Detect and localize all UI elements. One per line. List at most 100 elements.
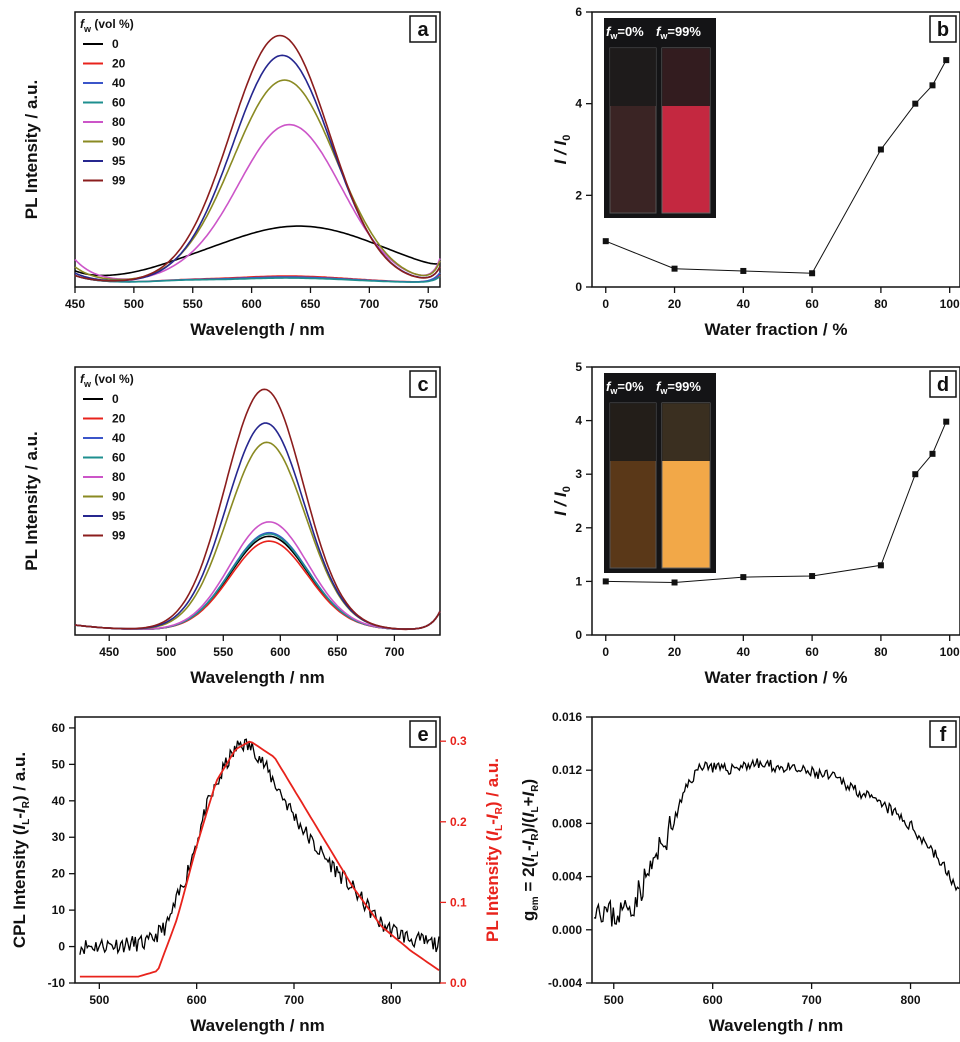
panel-d-ytick-label-1: 1 — [575, 574, 582, 588]
panel-b-inset-label-0: fw=0% — [606, 24, 644, 41]
panel-a-legend-label-0: 0 — [112, 37, 119, 51]
panel-e-plot-frame — [74, 716, 441, 984]
panel-e-series-CPL-line — [79, 738, 440, 955]
panel-e-ytick-left-label-4: 30 — [52, 830, 66, 844]
panel-b-tag: b — [929, 15, 957, 43]
panel-c-legend: fw (vol %) 0 20 40 60 80 90 95 99 — [80, 372, 134, 543]
panel-c-legend-label-40: 40 — [112, 431, 126, 445]
panel-a-series-group — [74, 34, 441, 283]
panel-c-tag: c — [409, 370, 437, 398]
panel-e-xtick-label-1: 600 — [187, 993, 207, 1007]
panel-e-ylabel-left: CPL Intensity (IL-IR) / a.u. — [10, 752, 32, 948]
panel-d-plot-frame — [591, 366, 960, 636]
panel-f-xtick-label-0: 500 — [604, 993, 624, 1007]
panel-e-ytick-left-label-5: 40 — [52, 794, 66, 808]
panel-a-legend-label-99: 99 — [112, 174, 126, 188]
panel-d-point-0 — [602, 578, 609, 585]
panel-d-xtick-label-3: 60 — [805, 645, 819, 659]
panel-a-xtick-label-3: 600 — [242, 297, 262, 311]
panel-a-legend-title: fw (vol %) — [80, 17, 134, 34]
panel-a-tag: a — [409, 15, 437, 43]
panel-b-point-6 — [929, 82, 936, 89]
panel-f-plot-frame — [591, 716, 960, 984]
panel-a-legend-label-40: 40 — [112, 76, 126, 90]
panel-c-series-0-line — [74, 535, 441, 631]
panel-b-point-2 — [740, 267, 747, 274]
panel-b-point-1 — [671, 265, 678, 272]
panel-c-ylabel: PL Intensity / a.u. — [22, 431, 41, 571]
panel-f-ytick-label-5: 0.016 — [552, 710, 582, 724]
panel-c-series-40-line — [74, 531, 441, 630]
panel-a-legend-label-20: 20 — [112, 57, 126, 71]
panel-d-point-4 — [877, 562, 884, 569]
panel-c-series-20-line — [74, 540, 441, 631]
panel-b-ytick-label-2: 4 — [575, 97, 582, 111]
panel-a-xtick-label-1: 500 — [124, 297, 144, 311]
panel-c-series-99-line — [74, 388, 441, 630]
panel-e-xtick-label-0: 500 — [89, 993, 109, 1007]
panel-b-point-5 — [912, 100, 919, 107]
panel-d-point-7 — [943, 418, 950, 425]
panel-a-legend-label-60: 60 — [112, 96, 126, 110]
panel-c-xtick-label-5: 700 — [384, 645, 404, 659]
panel-a-ylabel: PL Intensity / a.u. — [22, 80, 41, 220]
panel-e-ylabel-right: PL Intensity (IL-IR) / a.u. — [483, 758, 505, 942]
panel-c-xtick-label-2: 550 — [213, 645, 233, 659]
panel-c-xtick-label-1: 500 — [156, 645, 176, 659]
panel-c-series-60-line — [74, 533, 441, 630]
panel-a-series-90-line — [74, 79, 441, 281]
panel-d-point-3 — [809, 573, 816, 580]
panel-e-ytick-left-label-0: -10 — [48, 976, 66, 990]
panel-f-ytick-label-3: 0.008 — [552, 816, 582, 830]
panel-a-xlabel: Wavelength / nm — [190, 320, 324, 339]
panel-d-inset-label-0: fw=0% — [606, 379, 644, 396]
panel-e-ytick-right-label-1: 0.1 — [450, 895, 467, 909]
panel-d-data-line — [605, 421, 947, 584]
panel-c-xtick-label-4: 650 — [327, 645, 347, 659]
panel-a-plot-frame — [74, 11, 441, 288]
panel-e-ytick-left-label-6: 50 — [52, 757, 66, 771]
panel-c-series-90-line — [74, 441, 441, 630]
panel-e-ytick-left-label-3: 20 — [52, 867, 66, 881]
panel-a-legend: fw (vol %) 0 20 40 60 80 90 95 99 — [80, 17, 134, 188]
panel-e-series-PL-line — [79, 740, 440, 978]
panel-d-xtick-label-4: 80 — [874, 645, 888, 659]
panel-a-legend-label-95: 95 — [112, 154, 126, 168]
panel-d-xtick-label-5: 100 — [940, 645, 960, 659]
panel-c-legend-label-90: 90 — [112, 490, 126, 504]
panel-e-ytick-right-label-2: 0.2 — [450, 815, 467, 829]
panel-c-series-group — [74, 388, 441, 631]
panel-b-tag-label: b — [937, 19, 949, 41]
panel-e-ytick-left-label-2: 10 — [52, 903, 66, 917]
panel-c-legend-label-20: 20 — [112, 412, 126, 426]
panel-c-legend-label-95: 95 — [112, 509, 126, 523]
panel-a-xtick-label-4: 650 — [300, 297, 320, 311]
panel-d-point-6 — [929, 450, 936, 457]
panel-e-ytick-right-label-3: 0.3 — [450, 734, 467, 748]
panel-a-series-0-line — [74, 225, 441, 277]
panel-e-tag-label: e — [417, 724, 428, 746]
panel-f-xtick-label-1: 600 — [703, 993, 723, 1007]
panel-a-tag-label: a — [417, 19, 429, 41]
panel-b-data-line — [605, 59, 947, 274]
panel-d-ylabel: I / I0 — [551, 486, 573, 516]
panel-b-ylabel: I / I0 — [551, 135, 573, 165]
panel-c-plot-frame — [74, 366, 441, 636]
panel-d-point-5 — [912, 471, 919, 478]
panel-b-ytick-label-3: 6 — [575, 5, 582, 19]
panel-d-tag: d — [929, 370, 957, 398]
panel-a-legend-label-80: 80 — [112, 115, 126, 129]
panel-b-xtick-label-0: 0 — [602, 297, 609, 311]
panel-d-tag-label: d — [937, 374, 949, 396]
panel-f-ytick-label-1: 0.000 — [552, 923, 582, 937]
panel-c-legend-label-60: 60 — [112, 451, 126, 465]
panel-d-ytick-label-0: 0 — [575, 628, 582, 642]
panel-f-ytick-label-0: -0.004 — [548, 976, 582, 990]
panel-d-inset-label-1: fw=99% — [656, 379, 701, 396]
panel-b-point-7 — [943, 57, 950, 64]
panel-f-ylabel: gem = 2(IL-IR)/(IL+IR) — [519, 779, 541, 921]
panel-e-tag: e — [409, 720, 437, 748]
panel-f-series-gem-line — [593, 758, 960, 927]
panel-b-ytick-label-1: 2 — [575, 188, 582, 202]
